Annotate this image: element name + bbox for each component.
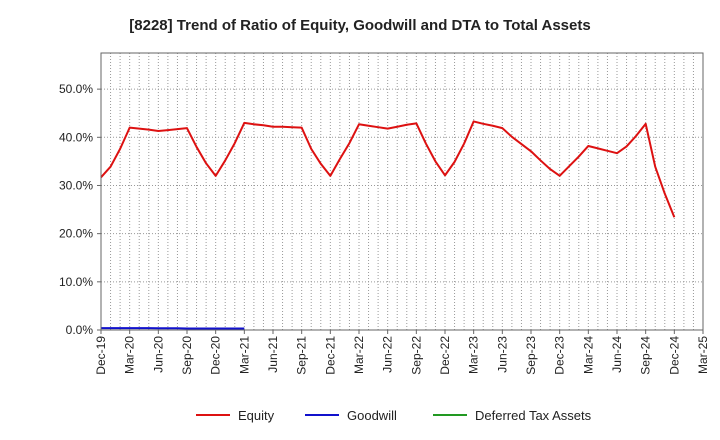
x-tick-label: Sep-22 xyxy=(409,336,423,375)
x-tick-label: Jun-20 xyxy=(151,336,165,373)
y-tick-label: 40.0% xyxy=(59,130,93,144)
plot-background xyxy=(101,53,703,330)
y-axis-ticks: 0.0% 10.0% 20.0% 30.0% 40.0% 50.0% xyxy=(59,82,101,337)
x-axis-ticks: Dec-19 Mar-20 Jun-20 Sep-20 Dec-20 Mar-21 Jun-… xyxy=(94,330,710,375)
x-tick-label: Sep-20 xyxy=(180,336,194,375)
x-tick-label: Dec-19 xyxy=(94,336,108,375)
series-line-equity xyxy=(100,120,676,218)
x-tick-label: Dec-21 xyxy=(323,336,337,375)
x-tick-label: Jun-21 xyxy=(266,336,280,373)
plot-frame xyxy=(100,52,704,331)
x-tick-label: Mar-25 xyxy=(696,336,710,374)
chart-title: [8228] Trend of Ratio of Equity, Goodwil… xyxy=(129,17,590,34)
legend-label: Goodwill xyxy=(347,408,397,423)
x-tick-label: Sep-21 xyxy=(295,336,309,375)
x-tick-label: Dec-20 xyxy=(209,336,223,375)
legend-label: Deferred Tax Assets xyxy=(475,408,592,423)
y-tick-label: 30.0% xyxy=(59,178,93,192)
x-tick-label: Jun-23 xyxy=(495,336,509,373)
y-tick-label: 10.0% xyxy=(59,275,93,289)
plot-area xyxy=(101,53,703,330)
x-tick-label: Dec-24 xyxy=(667,336,681,375)
y-tick-label: 0.0% xyxy=(66,323,94,337)
x-tick-label: Dec-22 xyxy=(438,336,452,375)
x-tick-label: Mar-20 xyxy=(123,336,137,374)
y-tick-label: 20.0% xyxy=(59,227,93,241)
series-layer xyxy=(100,120,676,330)
x-tick-label: Jun-22 xyxy=(381,336,395,373)
x-tick-label: Mar-22 xyxy=(352,336,366,374)
x-tick-label: Sep-23 xyxy=(524,336,538,375)
axes xyxy=(100,52,704,331)
x-tick-label: Jun-24 xyxy=(610,336,624,373)
x-tick-label: Mar-23 xyxy=(467,336,481,374)
x-tick-label: Mar-24 xyxy=(581,336,595,374)
legend-label: Equity xyxy=(238,408,275,423)
y-tick-label: 50.0% xyxy=(59,82,93,96)
x-tick-label: Dec-23 xyxy=(553,336,567,375)
x-tick-label: Sep-24 xyxy=(639,336,653,375)
legend: Equity Goodwill Deferred Tax Assets xyxy=(196,408,592,423)
x-tick-label: Mar-21 xyxy=(237,336,251,374)
